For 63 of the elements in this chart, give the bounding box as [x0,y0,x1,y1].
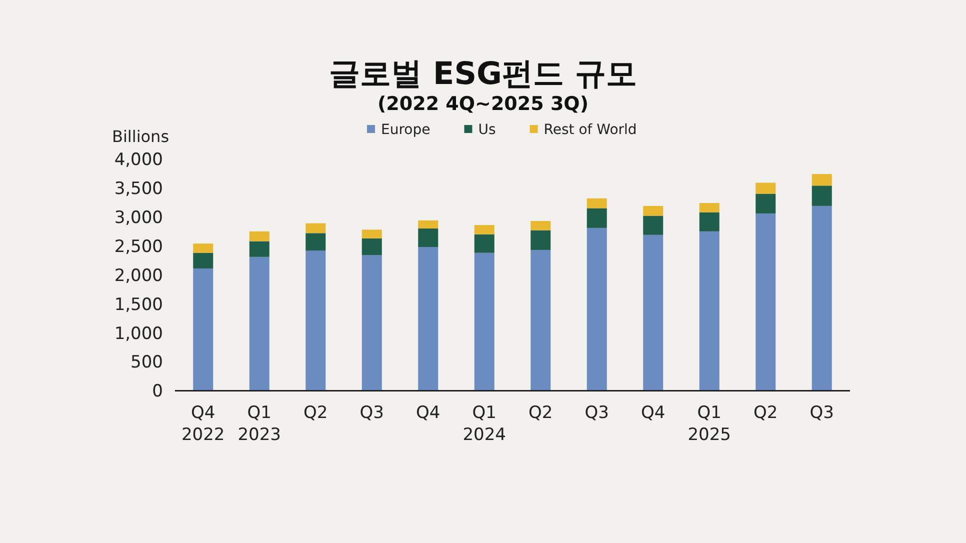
bar [362,255,382,391]
y-tick-label: 3,000 [114,208,163,228]
legend-label: Rest of World [544,122,637,138]
bar [362,230,382,238]
bar [362,238,382,256]
bar [474,225,494,234]
chart-title: 글로벌 ESG펀드 규모 [329,56,637,92]
x-tick-label: Q2 [754,403,778,423]
bar [643,234,664,391]
bar [474,252,494,391]
y-tick-label: 3,500 [114,178,163,199]
x-tick-label: Q3 [584,403,609,423]
bar [306,250,326,391]
x-tick-label: Q4 [641,403,666,423]
x-tick-label: Q4 [416,403,440,423]
bar [418,228,438,248]
bar [756,182,776,194]
bar [418,247,438,391]
bar [586,198,607,208]
bar [249,231,270,242]
x-tick-label: Q3 [810,403,834,423]
y-tick-label: 1,500 [114,294,163,315]
bar [812,186,832,206]
bar [756,194,776,214]
bar [306,233,326,251]
bar [812,206,832,391]
bar [530,250,551,391]
x-tick-label: Q4 2022 [181,403,225,445]
bar [530,220,551,230]
bar [643,206,664,216]
bar [756,213,776,391]
bar [699,231,720,391]
bar [530,230,551,250]
bar [193,244,214,253]
bar [249,256,270,391]
bar [586,208,607,228]
y-tick-label: 2,000 [114,266,163,286]
chart-subtitle: (2022 4Q~2025 3Q) [377,93,589,115]
bar [699,212,720,232]
y-axis-title: Billions [112,127,170,146]
bar [474,234,494,253]
y-tick-label: 2,500 [114,236,163,257]
bar [418,220,438,229]
bar [643,216,664,235]
bar [812,174,832,186]
x-tick-label: Q1 2024 [462,403,506,445]
x-tick-label: Q2 [304,403,328,423]
y-tick-label: 4,000 [114,150,163,170]
legend-label: Us [478,122,496,138]
x-tick-label: Q3 [360,403,384,423]
x-tick-label: Q1 2023 [238,403,282,445]
y-tick-label: 500 [130,352,163,373]
bar [249,241,270,257]
bar [193,268,214,391]
x-tick-label: Q1 2025 [688,403,732,445]
legend-label: Europe [381,122,430,138]
y-tick-label: 1,000 [114,324,163,344]
bar [306,223,326,234]
bar [586,228,607,391]
x-tick-label: Q2 [528,403,553,423]
bar [193,252,214,268]
bar [699,203,720,212]
y-tick-label: 0 [152,382,163,402]
